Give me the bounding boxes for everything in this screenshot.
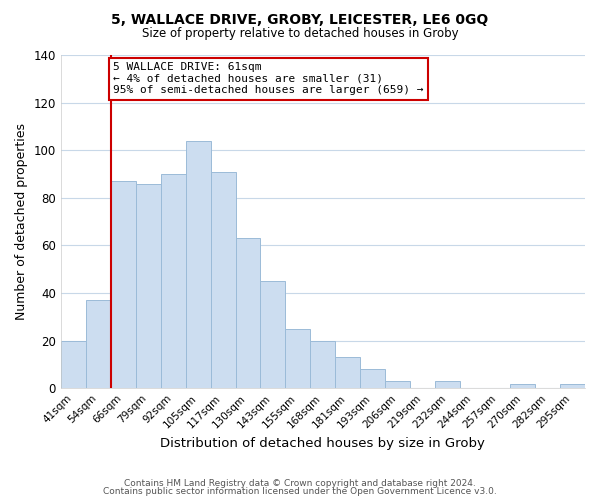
Bar <box>61 340 86 388</box>
Text: Size of property relative to detached houses in Groby: Size of property relative to detached ho… <box>142 28 458 40</box>
Bar <box>286 329 310 388</box>
Bar <box>385 381 410 388</box>
Text: Contains public sector information licensed under the Open Government Licence v3: Contains public sector information licen… <box>103 487 497 496</box>
Bar <box>260 281 286 388</box>
Bar <box>361 370 385 388</box>
X-axis label: Distribution of detached houses by size in Groby: Distribution of detached houses by size … <box>160 437 485 450</box>
Bar <box>86 300 111 388</box>
Y-axis label: Number of detached properties: Number of detached properties <box>15 123 28 320</box>
Bar <box>435 381 460 388</box>
Bar <box>335 358 361 388</box>
Bar <box>185 140 211 388</box>
Bar <box>136 184 161 388</box>
Text: 5 WALLACE DRIVE: 61sqm
← 4% of detached houses are smaller (31)
95% of semi-deta: 5 WALLACE DRIVE: 61sqm ← 4% of detached … <box>113 62 424 96</box>
Bar <box>111 181 136 388</box>
Bar <box>310 340 335 388</box>
Bar <box>161 174 185 388</box>
Bar <box>236 238 260 388</box>
Text: Contains HM Land Registry data © Crown copyright and database right 2024.: Contains HM Land Registry data © Crown c… <box>124 478 476 488</box>
Text: 5, WALLACE DRIVE, GROBY, LEICESTER, LE6 0GQ: 5, WALLACE DRIVE, GROBY, LEICESTER, LE6 … <box>112 12 488 26</box>
Bar <box>560 384 585 388</box>
Bar <box>211 172 236 388</box>
Bar <box>510 384 535 388</box>
